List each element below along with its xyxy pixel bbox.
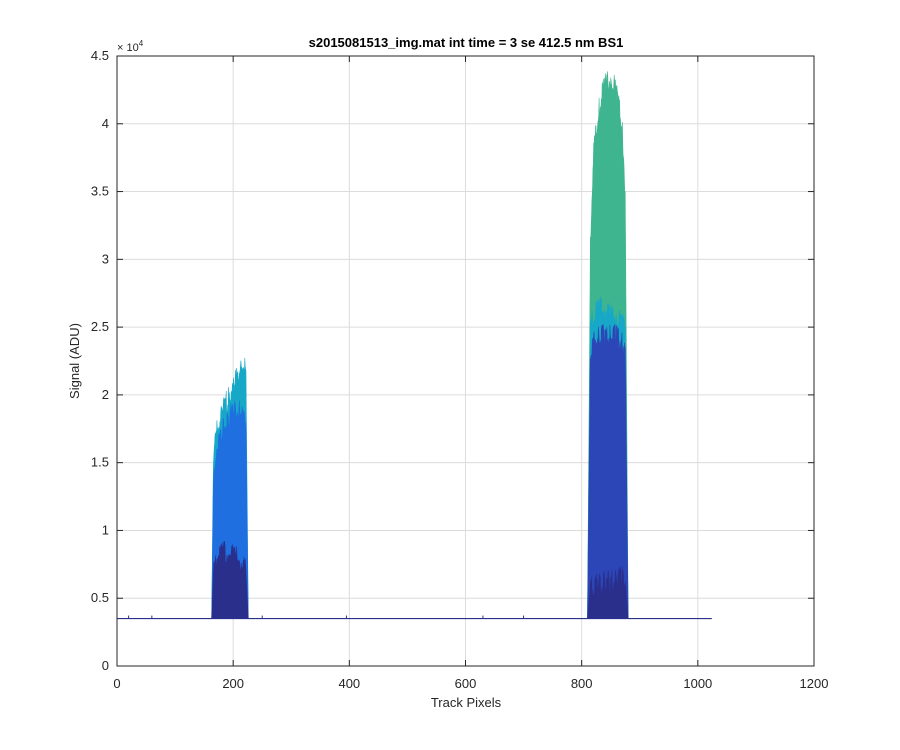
x-tick-label: 200 xyxy=(222,676,244,691)
x-axis-label: Track Pixels xyxy=(431,695,502,710)
x-tick-label: 1000 xyxy=(683,676,712,691)
series-area xyxy=(587,324,629,619)
y-tick-label: 2 xyxy=(102,387,109,402)
y-tick-label: 3.5 xyxy=(91,184,109,199)
series-area xyxy=(587,566,629,619)
y-tick-label: 0.5 xyxy=(91,590,109,605)
y-tick-label: 3 xyxy=(102,251,109,266)
y-tick-label: 1 xyxy=(102,522,109,537)
x-tick-label: 0 xyxy=(113,676,120,691)
x-tick-label: 600 xyxy=(455,676,477,691)
tick-layer xyxy=(116,55,815,667)
series-layer xyxy=(211,71,629,619)
x-tick-label: 800 xyxy=(571,676,593,691)
x-tick-label: 400 xyxy=(338,676,360,691)
y-tick-label: 1.5 xyxy=(91,455,109,470)
chart-title: s2015081513_img.mat int time = 3 se 412.… xyxy=(309,35,624,50)
x-tick-label: 1200 xyxy=(800,676,829,691)
y-tick-labels: 0 0.5 1 1.5 2 2.5 3 3.5 4 4.5 xyxy=(91,48,109,673)
series-area xyxy=(211,540,249,619)
y-tick-label: 4 xyxy=(102,116,109,131)
y-axis-label: Signal (ADU) xyxy=(67,323,82,399)
baseline-layer xyxy=(117,615,712,620)
x-tick-labels: 0 200 400 600 800 1000 1200 xyxy=(113,676,828,691)
y-tick-label: 2.5 xyxy=(91,319,109,334)
y-tick-label: 4.5 xyxy=(91,48,109,63)
y-tick-label: 0 xyxy=(102,658,109,673)
y-exponent-label: × 104 xyxy=(117,39,144,54)
